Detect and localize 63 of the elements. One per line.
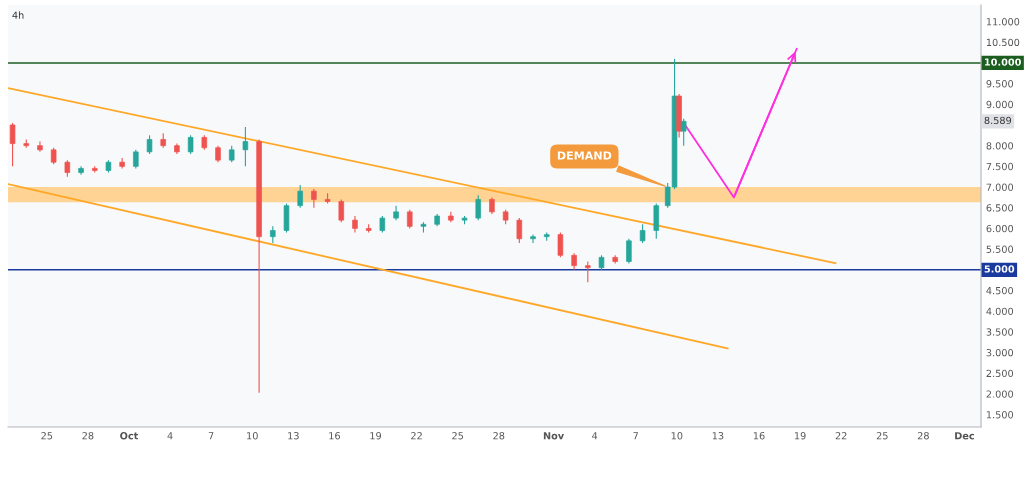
y-tick-label: 2.500 — [986, 369, 1014, 378]
y-tick-label: 10.500 — [986, 38, 1020, 47]
candlestick — [516, 217, 523, 244]
x-tick-label: 16 — [329, 432, 340, 440]
y-tick-label: 2.000 — [986, 390, 1014, 398]
candlestick — [119, 157, 125, 169]
candlestick — [585, 260, 591, 283]
candlestick — [626, 238, 632, 265]
y-tick-label: 3.000 — [986, 349, 1014, 357]
candlestick — [133, 149, 139, 169]
candlestick — [557, 231, 564, 258]
x-tick-label: 19 — [370, 432, 382, 440]
candlestick — [639, 223, 646, 244]
annotation: 8.589 — [984, 116, 1012, 125]
text: 4h — [12, 11, 24, 19]
y-tick-label: 5.500 — [986, 245, 1014, 253]
x-tick-label: 16 — [753, 432, 765, 440]
x-tick-label: 28 — [493, 432, 505, 440]
candlestick — [338, 198, 345, 223]
x-tick-label: 25 — [41, 432, 53, 440]
y-tick-label: 4.000 — [986, 307, 1014, 315]
x-tick-label: 28 — [82, 432, 94, 440]
y-tick-label: 8.000 — [986, 142, 1014, 150]
x-tick-label: 10 — [247, 432, 258, 440]
x-tick-label: 4 — [167, 432, 173, 440]
x-tick-label: 22 — [411, 432, 422, 440]
candlestick — [146, 134, 153, 155]
candlestick — [297, 184, 303, 209]
x-tick-label: 10 — [671, 432, 683, 440]
x-tick-label: 4 — [592, 432, 598, 440]
y-tick-label: 4.500 — [986, 286, 1014, 295]
candlestick — [475, 194, 481, 221]
annotation: DEMAND — [557, 151, 612, 160]
y-tick-label: 6.000 — [986, 224, 1014, 233]
y-tick-label: 9.000 — [986, 100, 1014, 109]
x-tick-label: 13 — [288, 432, 299, 440]
y-tick-label: 7.000 — [986, 183, 1014, 191]
x-tick-label: 7 — [633, 432, 638, 440]
x-tick-label: 22 — [835, 432, 847, 440]
x-tick-label: 28 — [917, 432, 929, 440]
candlestick — [9, 122, 16, 167]
x-tick-label: 25 — [876, 432, 888, 440]
candlestick — [187, 134, 194, 155]
y-tick-label: 9.500 — [986, 80, 1014, 88]
candlestick — [311, 188, 317, 209]
ref-line-label: 10.000 — [985, 58, 1021, 66]
y-tick-label: 11.000 — [986, 18, 1020, 26]
y-tick-label: 6.500 — [986, 204, 1014, 212]
y-tick-label: 7.500 — [986, 162, 1014, 171]
x-tick-label: 7 — [208, 432, 214, 440]
x-tick-label: Nov — [543, 432, 564, 440]
candlestick — [530, 234, 536, 244]
candlestick — [407, 209, 413, 229]
x-tick-label: Oct — [120, 432, 139, 440]
x-tick-label: 13 — [712, 432, 724, 440]
candlestick — [242, 126, 249, 167]
ref-line-label: 5.000 — [984, 265, 1015, 273]
y-tick-label: 3.500 — [986, 328, 1014, 336]
x-tick-label: Dec — [955, 432, 975, 440]
x-tick-label: 19 — [794, 432, 806, 440]
x-tick-label: 25 — [452, 432, 464, 440]
y-tick-label: 1.500 — [986, 411, 1014, 419]
candlestick — [37, 140, 43, 153]
